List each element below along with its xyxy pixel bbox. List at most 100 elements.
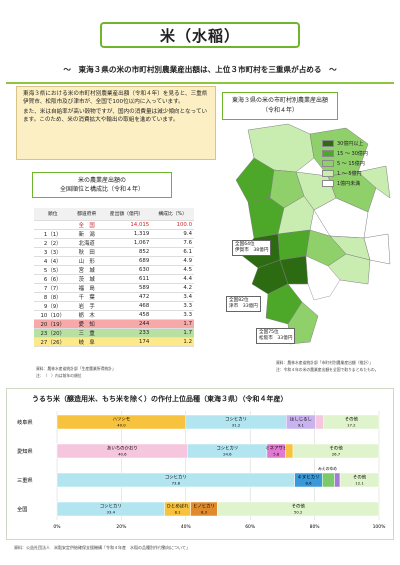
ranking-row: 2（2） 北海道 1,067 7.6 [34, 238, 194, 248]
legend-item: 15 〜 30億円 [322, 148, 392, 158]
chart-segment-value: 40.6 [118, 452, 127, 457]
chart-segment-value: 33.4 [107, 510, 116, 515]
ranking-title-line-1: 米の農業産出額の [77, 177, 126, 184]
share-cell: 4.4 [151, 274, 194, 284]
rank-cell: 20（19） [34, 319, 72, 329]
legend-swatch [322, 139, 334, 147]
callout-tsu-line-2: 津市 33億円 [229, 304, 258, 309]
ranking-row: 7（7）福 島 589 4.2 [34, 283, 194, 293]
share-cell: 1.7 [151, 319, 194, 329]
value-cell: 611 [101, 274, 152, 284]
map-region [277, 229, 311, 261]
callout-iga-line-2: 伊賀市 38億円 [235, 248, 269, 253]
municipality-map [235, 123, 391, 345]
callout-iga: 全国64位 伊賀市 38億円 [232, 240, 272, 256]
chart-segment-name: コシヒカリ [216, 446, 238, 452]
ranking-row: 8（8）千 葉 472 3.4 [34, 292, 194, 302]
rank-cell [34, 220, 72, 230]
map-footnote: 注：令和４年の米の農業産出額を全国で取りまとめたもの。 [276, 367, 379, 372]
value-cell: 233 [101, 328, 152, 338]
share-cell: 1.7 [151, 328, 194, 338]
share-cell: 7.6 [151, 238, 194, 248]
callout-tsu-line-1: 全国82位 [229, 298, 249, 303]
legend-item: 1 〜 5億円 [322, 168, 392, 178]
callout-iga-line-1: 全国64位 [235, 242, 255, 247]
rank-cell: 6（6） [34, 274, 72, 284]
ranking-row: 5（5）宮 城 630 4.5 [34, 265, 194, 275]
legend-item: 1億円未満 [322, 178, 392, 188]
legend-label: 15 〜 30億円 [337, 150, 368, 157]
chart-bar-segment [315, 414, 324, 430]
callout-matsusaka: 全国75位 松阪市 33億円 [256, 328, 296, 344]
ranking-header-row: 順位 都道府県 産出額（億円） 構成比（%） [34, 208, 194, 221]
prefecture-cell: 茨 城 [71, 274, 102, 284]
prefecture-cell: 北海道 [71, 238, 102, 248]
share-cell: 4.5 [151, 265, 194, 275]
prefecture-cell: 秋 田 [71, 247, 102, 257]
map-region [357, 165, 391, 199]
chart-segment-name: ハツシモ [113, 417, 131, 423]
chart-segment-name: コシヒカリ [165, 475, 187, 481]
map-region [327, 253, 371, 285]
value-cell: 174 [101, 337, 152, 347]
subtitle: 〜 東海３県の米の市町村別農業産出額は、上位３市町村を三重県が占める 〜 [63, 65, 337, 74]
chart-bar-segment [323, 414, 380, 430]
header-value: 産出額（億円） [101, 208, 152, 221]
map-regions [235, 123, 391, 345]
chart-tick-label: 20% [116, 524, 127, 530]
chart-segment-value: 9.1 [298, 423, 305, 428]
value-cell: 1,067 [101, 238, 152, 248]
prefecture-cell: 山 形 [71, 256, 102, 266]
share-cell: 3.3 [151, 310, 194, 320]
map-title-line-2: （令和４年） [261, 107, 298, 114]
chart-segment-value: 31.2 [232, 423, 241, 428]
rank-cell: 7（7） [34, 283, 72, 293]
share-cell: 6.1 [151, 247, 194, 257]
share-cell: 3.3 [151, 301, 194, 311]
ranking-row: 23（20）三 重 233 1.7 [34, 328, 194, 338]
value-cell: 14,015 [101, 220, 152, 230]
callout-matsusaka-line-1: 全国75位 [259, 330, 279, 335]
ranking-row: 全 国 14,015 100.0 [34, 220, 194, 230]
chart-category-label: 全国 [17, 505, 27, 513]
share-cell: 9.4 [151, 229, 194, 239]
prefecture-cell: 三 重 [71, 328, 102, 338]
prefecture-cell: 千 葉 [71, 292, 102, 302]
chart-segment-name: その他 [353, 474, 367, 481]
rank-cell: 10（10） [34, 310, 72, 320]
ranking-footnote: 注：（ ）内は前年の順位 [36, 373, 82, 378]
map-title: 東海３県の米の市町村別農業産出額 （令和４年） [222, 92, 338, 120]
page-title: 米（水稲） [100, 22, 300, 48]
chart-segment-name: コシヒカリ [100, 504, 122, 510]
intro-paragraph-1: 東海３県における米の市町村別農業産出額（令和４年）を見ると、三重県伊賀市、松阪市… [23, 91, 208, 106]
variety-chart-title: うるち米（醸造用米、もち米を除く）の作付上位品種（東海３県）（令和４年産） [32, 395, 288, 403]
value-cell: 630 [101, 265, 152, 275]
chart-segment-value: 40.0 [117, 423, 126, 428]
map-region [277, 195, 315, 235]
chart-category-label: 三重県 [17, 476, 33, 484]
ranking-title: 米の農業産出額の 全国順位と構成比（令和４年） [32, 172, 172, 198]
value-cell: 852 [101, 247, 152, 257]
value-cell: 468 [101, 301, 152, 311]
rank-cell: 1（1） [34, 229, 72, 239]
chart-tick-label: 0% [53, 524, 61, 530]
header-prefecture: 都道府県 [71, 208, 102, 221]
rank-cell: 23（20） [34, 328, 72, 338]
subtitle-divider [6, 82, 394, 84]
prefecture-cell: 栃 木 [71, 310, 102, 320]
header-share: 構成比（%） [151, 208, 194, 221]
chart-segment-name: ミネアサヒ [265, 446, 287, 452]
variety-chart-panel: 0% 20% 40% 60% 80% 100% 岐阜県 ハツシモ 40.0 コシヒカリ 31.2 ほし… [6, 388, 394, 540]
rank-cell: 8（8） [34, 292, 72, 302]
share-cell: 4.2 [151, 283, 194, 293]
variety-chart: 0% 20% 40% 60% 80% 100%岐阜県 ハツシモ40.0コシヒカリ31.2ほし… [17, 411, 386, 530]
value-cell: 472 [101, 292, 152, 302]
callout-tsu: 全国82位 津市 33億円 [226, 296, 261, 312]
chart-segment-value: 12.1 [355, 481, 364, 486]
variety-chart-source: 資料：公益社団法人 米穀安定供給確保支援機構「令和４年産 水稲の品種別作付動向に… [14, 545, 190, 550]
prefecture-cell: 愛 知 [71, 319, 102, 329]
ranking-title-line-2: 全国順位と構成比（令和４年） [59, 186, 144, 193]
page-title-text: 米（水稲） [159, 26, 240, 45]
chart-tick-label: 60% [245, 524, 256, 530]
value-cell: 589 [101, 283, 152, 293]
